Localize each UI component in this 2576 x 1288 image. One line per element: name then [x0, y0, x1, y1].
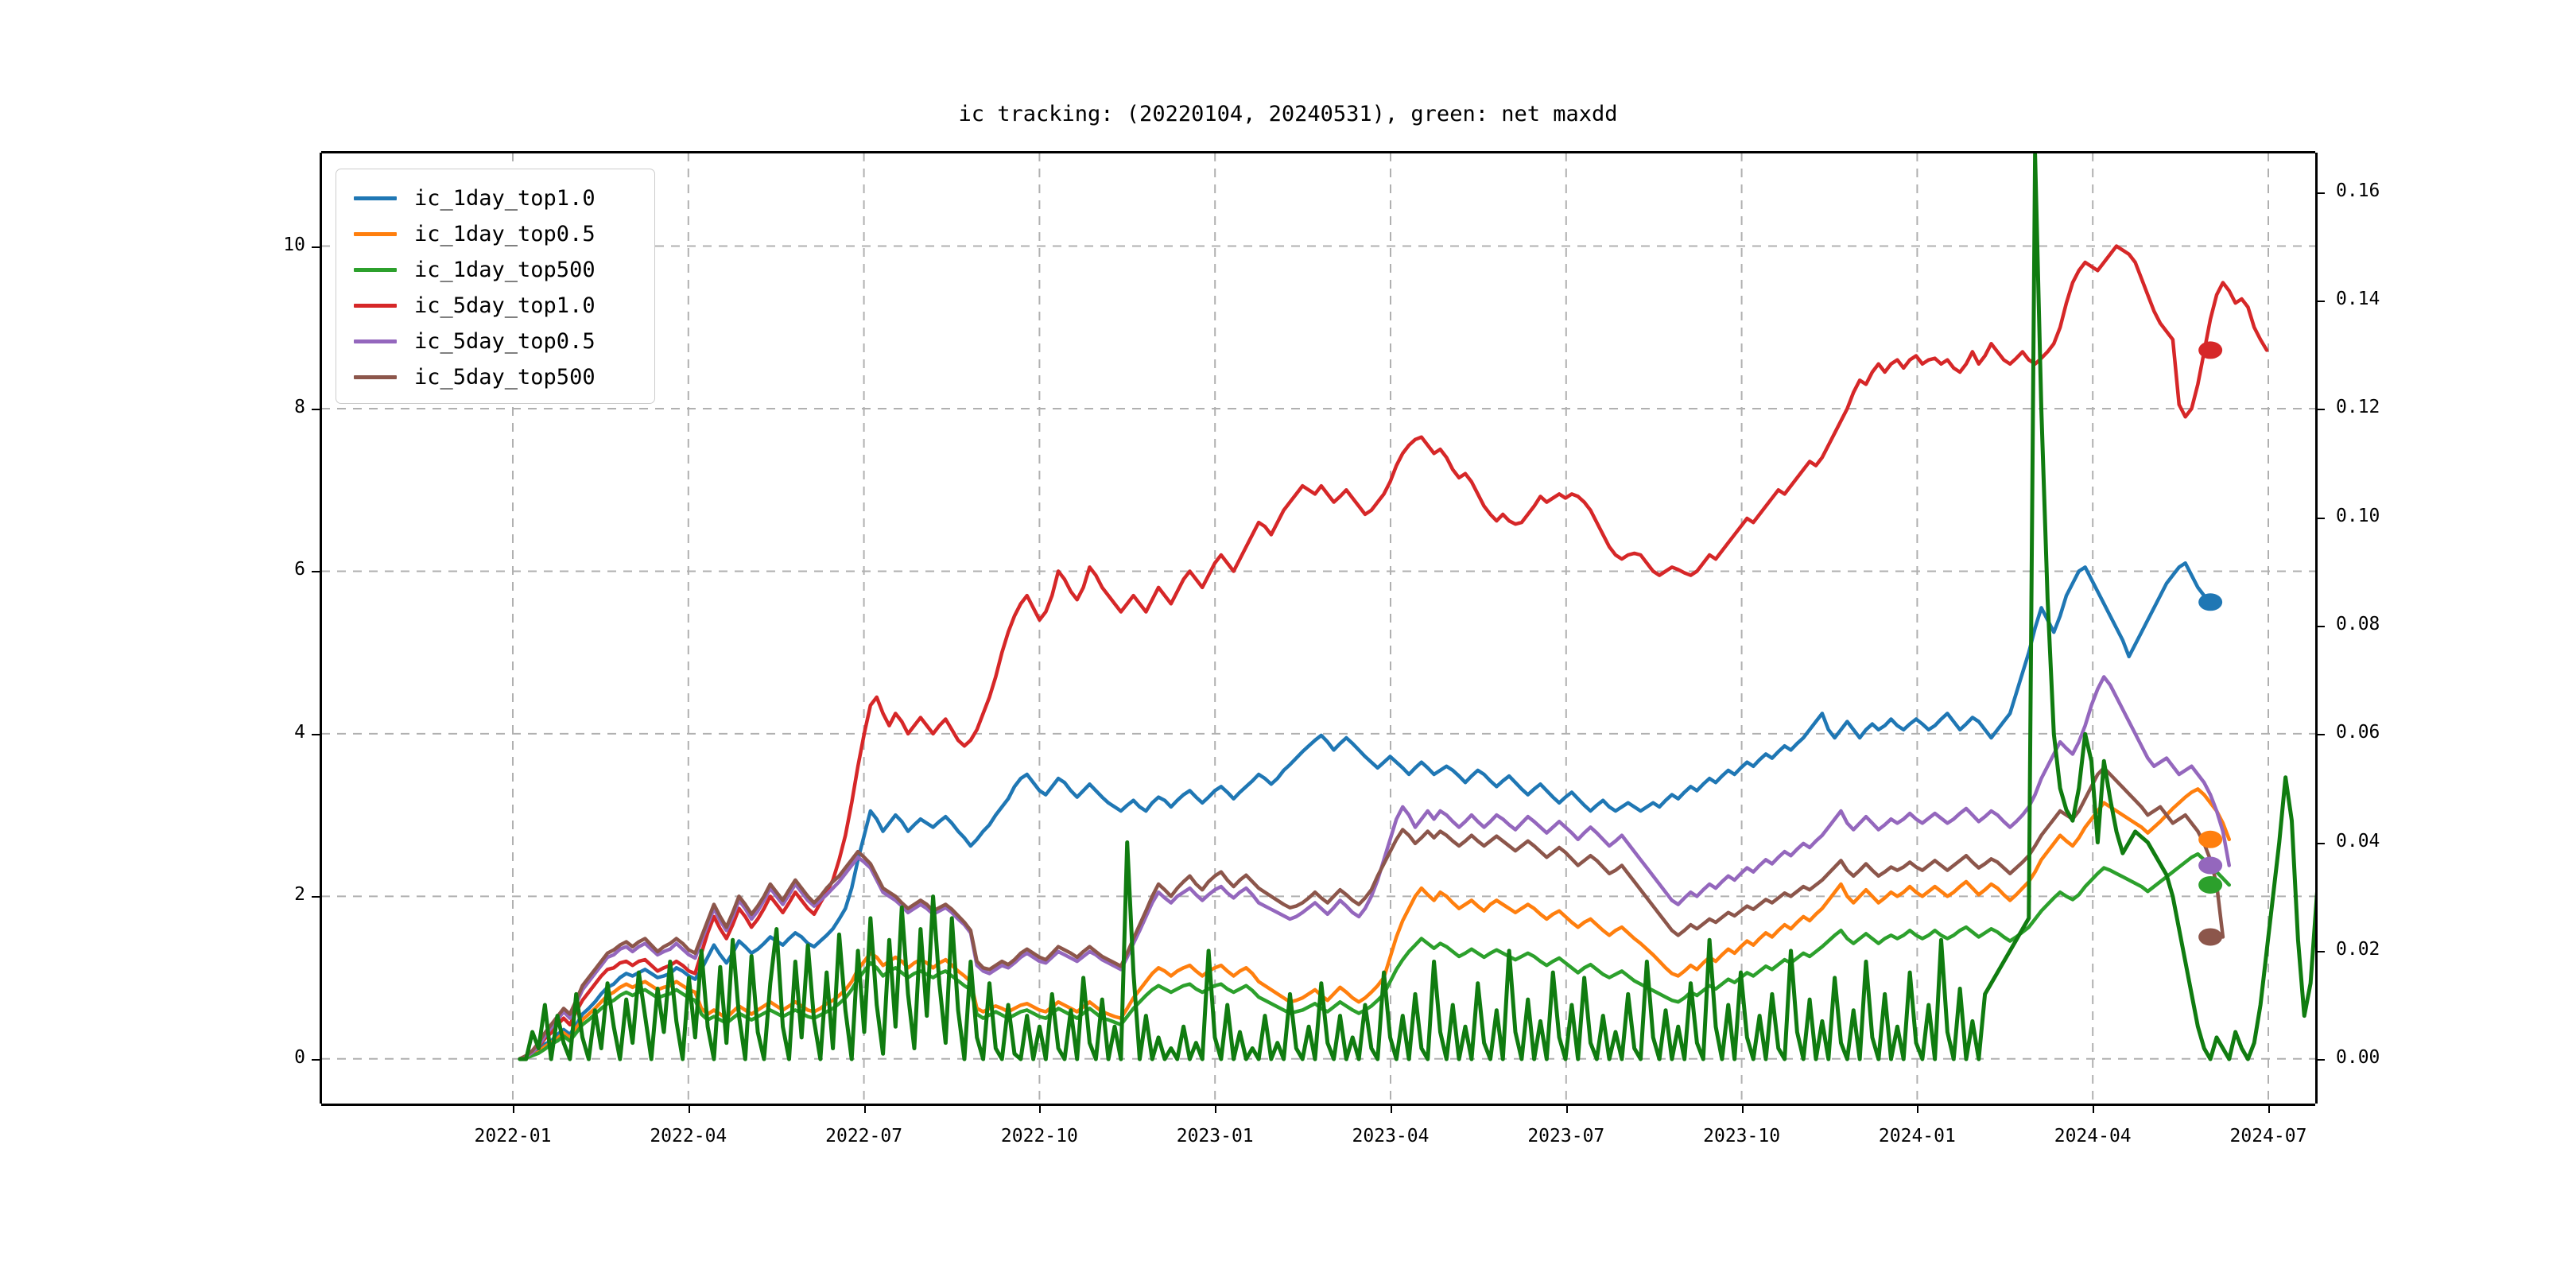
x-tick-mark	[688, 1104, 690, 1113]
y-left-tick-mark	[312, 409, 321, 410]
y-right-tick-label: 0.10	[2336, 505, 2380, 526]
x-tick-mark	[1917, 1104, 1919, 1113]
y-left-tick-label: 8	[294, 397, 305, 417]
y-right-tick-label: 0.00	[2336, 1047, 2380, 1069]
y-right-tick-mark	[2315, 192, 2325, 194]
y-left-tick-label: 0	[294, 1046, 305, 1068]
x-tick-label: 2024-04	[2054, 1126, 2132, 1146]
x-tick-label: 2023-01	[1176, 1126, 1254, 1146]
x-tick-label: 2022-07	[825, 1126, 903, 1146]
x-tick-label: 2024-07	[2229, 1126, 2307, 1146]
x-tick-mark	[1039, 1104, 1042, 1113]
y-right-tick-label: 0.08	[2336, 613, 2380, 634]
y-right-tick-mark	[2315, 625, 2325, 627]
x-tick-mark	[1215, 1104, 1217, 1113]
y-right-tick-mark	[2315, 1059, 2325, 1061]
x-tick-label: 2022-01	[474, 1126, 552, 1146]
legend-color-swatch	[354, 268, 397, 272]
axis-spine-right	[2315, 153, 2318, 1104]
x-tick-mark	[513, 1104, 514, 1113]
x-tick-mark	[2268, 1104, 2270, 1113]
chart-title: ic tracking: (20220104, 20240531), green…	[958, 102, 1618, 126]
legend-label: ic_5day_top500	[414, 365, 596, 390]
y-left-tick-mark	[312, 896, 321, 898]
y-right-tick-label: 0.16	[2336, 180, 2380, 201]
legend-item-ic-1day-top0-5[interactable]: ic_1day_top0.5	[336, 216, 654, 252]
x-tick-label: 2022-10	[1000, 1126, 1078, 1146]
legend-color-swatch	[354, 375, 397, 379]
x-tick-mark	[2093, 1104, 2095, 1113]
legend-label: ic_1day_top1.0	[414, 186, 596, 211]
y-left-tick-mark	[312, 246, 321, 248]
y-left-tick-mark	[312, 1058, 321, 1061]
plot-area	[321, 153, 2315, 1104]
plot-svg	[321, 153, 2315, 1104]
axis-spine-top	[321, 151, 2315, 153]
x-tick-label: 2023-10	[1703, 1126, 1781, 1146]
y-right-tick-mark	[2315, 301, 2325, 303]
y-right-tick-label: 0.12	[2336, 397, 2380, 418]
y-left-tick-mark	[312, 733, 321, 735]
legend-item-ic-5day-top0-5[interactable]: ic_5day_top0.5	[336, 324, 654, 359]
y-left-tick-label: 4	[294, 721, 305, 743]
x-tick-label: 2023-07	[1527, 1126, 1605, 1146]
legend-label: ic_1day_top0.5	[414, 222, 596, 246]
legend-item-ic-5day-top500[interactable]: ic_5day_top500	[336, 359, 654, 395]
x-tick-mark	[1741, 1104, 1744, 1113]
x-tick-label: 2024-01	[1878, 1126, 1956, 1146]
y-left-tick-label: 6	[294, 559, 305, 580]
y-right-tick-label: 0.02	[2336, 938, 2380, 960]
y-left-tick-label: 10	[283, 234, 305, 255]
y-left-tick-mark	[312, 571, 321, 573]
y-right-tick-mark	[2315, 409, 2325, 411]
legend-label: ic_5day_top1.0	[414, 293, 596, 318]
legend-item-ic-1day-top500[interactable]: ic_1day_top500	[336, 252, 654, 288]
axis-spine-left	[320, 153, 322, 1104]
y-right-tick-mark	[2315, 950, 2325, 952]
y-right-tick-mark	[2315, 517, 2325, 519]
y-right-tick-mark	[2315, 842, 2325, 844]
legend-color-swatch	[354, 304, 397, 308]
legend-color-swatch	[354, 196, 397, 200]
legend-item-ic-1day-top1-0[interactable]: ic_1day_top1.0	[336, 180, 654, 216]
legend-item-ic-5day-top1-0[interactable]: ic_5day_top1.0	[336, 288, 654, 324]
legend-color-swatch	[354, 232, 397, 236]
x-tick-mark	[1391, 1104, 1392, 1113]
y-left-tick-label: 2	[294, 884, 305, 906]
legend-color-swatch	[354, 339, 397, 343]
legend-label: ic_5day_top0.5	[414, 329, 596, 354]
legend-label: ic_1day_top500	[414, 258, 596, 282]
chart-legend[interactable]: ic_1day_top1.0 ic_1day_top0.5 ic_1day_top5…	[336, 169, 655, 404]
x-tick-mark	[1565, 1104, 1568, 1113]
x-tick-mark	[863, 1104, 866, 1113]
y-right-tick-label: 0.04	[2336, 830, 2380, 852]
y-right-tick-label: 0.06	[2336, 722, 2380, 743]
y-right-tick-label: 0.14	[2336, 289, 2380, 310]
x-tick-label: 2022-04	[650, 1126, 727, 1146]
y-right-tick-mark	[2315, 734, 2325, 736]
x-tick-label: 2023-04	[1352, 1126, 1430, 1146]
axis-spine-bottom	[321, 1104, 2315, 1106]
